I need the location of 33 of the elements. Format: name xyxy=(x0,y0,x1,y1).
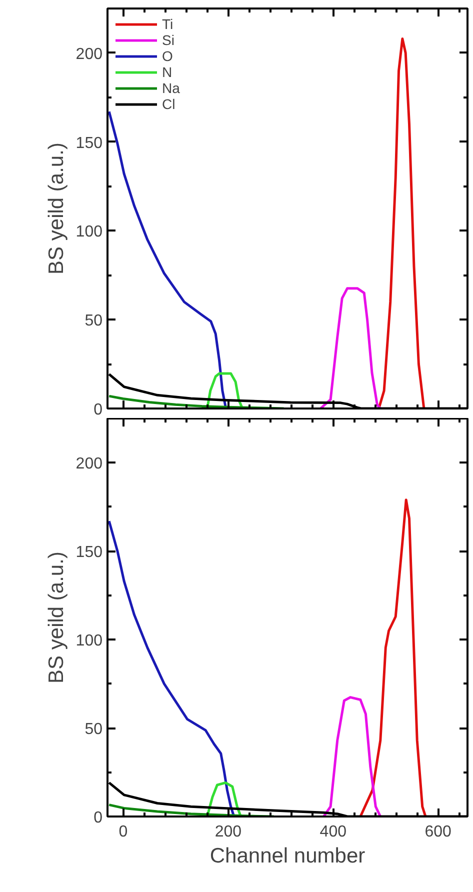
line-series xyxy=(378,37,426,408)
y-tick-label: 100 xyxy=(76,224,103,241)
y-axis-title: BS yeild (a.u.) xyxy=(44,552,68,684)
line-series xyxy=(206,372,244,408)
y-tick-label: 150 xyxy=(76,544,103,562)
line-series xyxy=(359,498,427,816)
y-tick-label: 0 xyxy=(94,810,103,826)
y-tick-label: 200 xyxy=(76,456,103,473)
line-series xyxy=(108,110,227,408)
y-tick-label: 0 xyxy=(94,402,103,418)
x-tick-label: 200 xyxy=(214,824,242,840)
line-series xyxy=(108,394,286,408)
legend-label: O xyxy=(162,48,174,64)
x-axis-title: Channel number xyxy=(210,844,366,868)
y-tick-label: 50 xyxy=(84,721,103,738)
legend-label: Ti xyxy=(162,16,174,32)
x-tick-label: 0 xyxy=(118,824,128,840)
line-series xyxy=(319,287,382,408)
legend-label: Na xyxy=(162,80,181,96)
line-series xyxy=(206,781,242,816)
legend-label: Si xyxy=(162,32,176,48)
y-tick-label: 100 xyxy=(76,632,103,650)
line-series xyxy=(322,696,382,816)
y-tick-label: 50 xyxy=(84,312,103,330)
line-series xyxy=(108,520,236,816)
legend-label: N xyxy=(162,64,174,80)
legend-label: Cl xyxy=(162,96,176,112)
y-tick-label: 200 xyxy=(76,46,103,63)
x-tick-label: 600 xyxy=(424,824,452,840)
y-tick-label: 150 xyxy=(76,134,103,152)
x-tick-label: 400 xyxy=(320,824,347,840)
line-series xyxy=(108,804,276,816)
y-axis-title: BS yeild (a.u.) xyxy=(44,142,68,274)
